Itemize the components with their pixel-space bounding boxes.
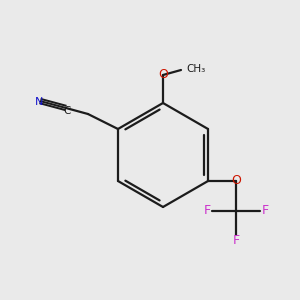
- Text: O: O: [231, 175, 241, 188]
- Text: F: F: [262, 205, 268, 218]
- Text: N: N: [35, 97, 43, 107]
- Text: O: O: [158, 68, 168, 82]
- Text: CH₃: CH₃: [186, 64, 205, 74]
- Text: F: F: [203, 205, 211, 218]
- Text: C: C: [63, 106, 71, 116]
- Text: F: F: [232, 233, 240, 247]
